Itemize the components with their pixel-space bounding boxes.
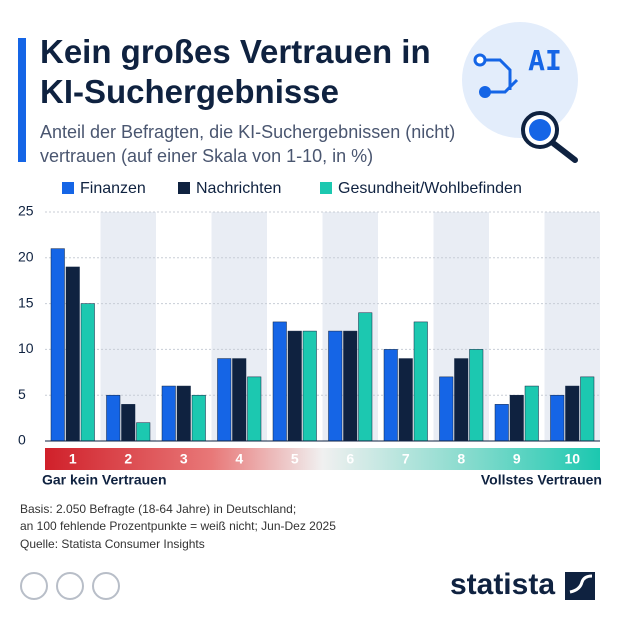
y-tick-label: 5 bbox=[18, 386, 26, 402]
bar bbox=[328, 330, 343, 442]
x-tick-label: 6 bbox=[346, 451, 354, 467]
bar bbox=[524, 385, 539, 442]
bar bbox=[454, 358, 469, 442]
x-tick-label: 4 bbox=[235, 451, 243, 467]
bar bbox=[217, 358, 232, 442]
icon-text: AI bbox=[528, 44, 562, 77]
bar bbox=[161, 385, 176, 442]
bar bbox=[176, 385, 191, 442]
x-tick-label: 3 bbox=[180, 451, 188, 467]
legend-swatch bbox=[320, 182, 332, 194]
x-tick-label: 1 bbox=[69, 451, 77, 467]
bar bbox=[50, 248, 65, 442]
legend-label: Nachrichten bbox=[196, 180, 281, 197]
y-tick-label: 10 bbox=[18, 340, 34, 356]
y-tick-label: 15 bbox=[18, 294, 34, 310]
x-tick-label: 9 bbox=[513, 451, 521, 467]
source: Quelle: Statista Consumer Insights bbox=[20, 537, 205, 551]
bar bbox=[272, 321, 287, 442]
bar bbox=[509, 394, 524, 442]
title: Kein großes Vertrauen in KI-Suchergebnis… bbox=[40, 33, 431, 110]
legend-label: Finanzen bbox=[80, 180, 146, 197]
y-tick-label: 20 bbox=[18, 249, 34, 265]
x-tick-label: 7 bbox=[402, 451, 410, 467]
bar bbox=[106, 394, 121, 442]
bar bbox=[580, 376, 595, 442]
logo: statista bbox=[450, 568, 555, 601]
bar bbox=[439, 376, 454, 442]
bar bbox=[232, 358, 247, 442]
logo-wave bbox=[569, 574, 593, 594]
bar bbox=[287, 330, 302, 442]
bar bbox=[136, 422, 151, 442]
bar bbox=[565, 385, 580, 442]
legend-label: Gesundheit/Wohlbefinden bbox=[338, 180, 522, 197]
legend-swatch bbox=[62, 182, 74, 194]
bar bbox=[121, 404, 136, 442]
y-tick-label: 25 bbox=[18, 203, 34, 219]
x-tick-label: 10 bbox=[564, 451, 580, 467]
x-tick-label: 8 bbox=[457, 451, 465, 467]
license-icons bbox=[20, 572, 120, 600]
scale-strip bbox=[45, 448, 600, 470]
ai-icon: AI bbox=[462, 22, 578, 163]
note: an 100 fehlende Prozentpunkte = weiß nic… bbox=[20, 519, 336, 533]
legend-swatch bbox=[178, 182, 190, 194]
x-tick-label: 2 bbox=[124, 451, 132, 467]
x-tick-label: 5 bbox=[291, 451, 299, 467]
x-label-left: Gar kein Vertrauen bbox=[42, 472, 167, 488]
subtitle: Anteil der Befragten, die KI-Suchergebni… bbox=[40, 122, 456, 166]
y-tick-label: 0 bbox=[18, 432, 26, 448]
bar bbox=[550, 394, 565, 442]
note: Basis: 2.050 Befragte (18-64 Jahre) in D… bbox=[20, 502, 296, 516]
plot: 0 5 10 15 20 25 bbox=[18, 203, 600, 448]
title-accent bbox=[18, 38, 26, 162]
bar bbox=[494, 404, 509, 442]
bar bbox=[358, 312, 373, 442]
bar bbox=[302, 330, 317, 442]
bar bbox=[247, 376, 262, 442]
bar bbox=[80, 303, 95, 442]
bar bbox=[469, 349, 484, 442]
bar bbox=[65, 266, 80, 442]
bar bbox=[383, 349, 398, 442]
bar bbox=[398, 358, 413, 442]
bar bbox=[413, 321, 428, 442]
bar bbox=[343, 330, 358, 442]
x-label-right: Vollstes Vertrauen bbox=[481, 472, 602, 488]
bar bbox=[191, 394, 206, 442]
